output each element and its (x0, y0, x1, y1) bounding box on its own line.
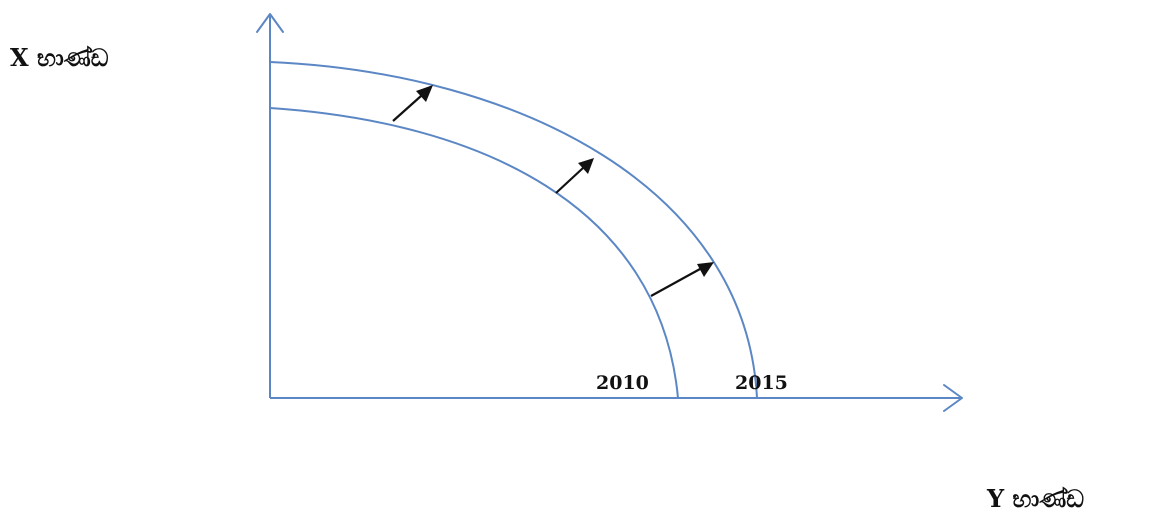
curve-2015 (269, 61, 758, 399)
curve-2010 (269, 107, 679, 399)
horizontal-axis-arrowhead (943, 384, 963, 412)
shift-arrow-upper (392, 85, 433, 122)
shift-arrow-middle (555, 158, 594, 194)
curve-label-2015: 2015 (735, 372, 788, 394)
shift-arrows (392, 85, 714, 297)
vertical-axis-arrowhead (256, 13, 284, 33)
curve-label-2010: 2010 (596, 372, 649, 394)
ppf-curves (269, 61, 758, 399)
horizontal-axis-label: Y භාණ්ඩ (986, 484, 1084, 513)
vertical-axis-label: X භාණ්ඩ (10, 43, 109, 72)
axes (256, 13, 963, 412)
shift-arrow-lower (650, 262, 714, 297)
